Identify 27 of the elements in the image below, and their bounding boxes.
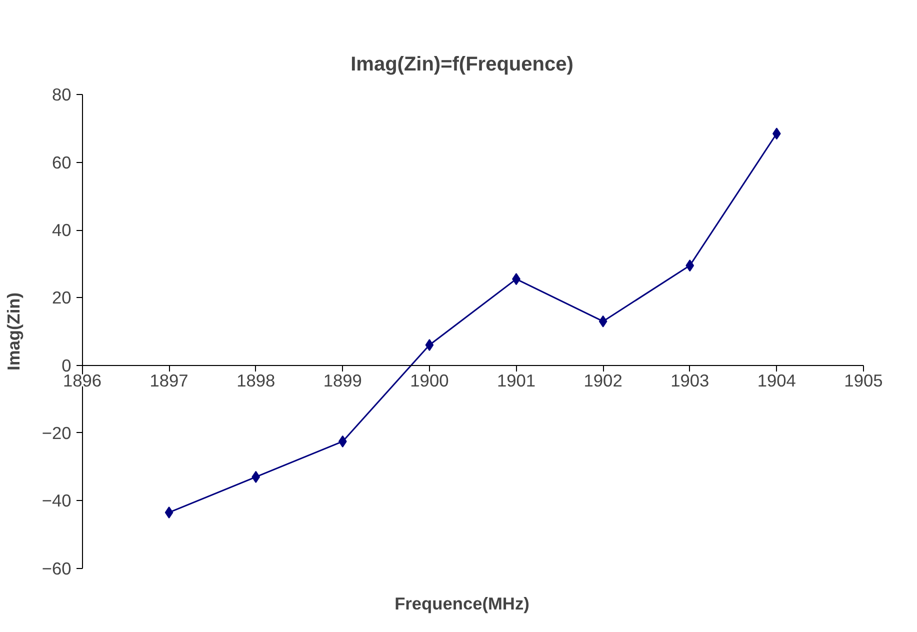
- x-tick-label: 1903: [670, 370, 710, 390]
- x-tick-label: 1904: [757, 370, 796, 390]
- y-tick-label: 0: [62, 355, 72, 376]
- point: [338, 435, 347, 448]
- point: [252, 470, 260, 483]
- x-tick-label: 1905: [844, 370, 883, 390]
- y-axis-title: Imag(Zin): [4, 292, 24, 370]
- x-tick-label: 1902: [584, 370, 622, 390]
- y-tick-label: −20: [42, 422, 72, 443]
- y-tick-label: −40: [42, 490, 72, 511]
- y-tick-label: −60: [42, 558, 72, 578]
- y-tick-label: 80: [52, 84, 72, 105]
- x-tick-label: 1897: [150, 370, 188, 390]
- y-tick-label: 60: [52, 152, 72, 172]
- point: [686, 260, 694, 272]
- x-tick-label: 1900: [410, 370, 449, 390]
- x-tick-label: 1901: [496, 370, 536, 390]
- point: [598, 315, 608, 328]
- y-tick-label: 40: [52, 220, 72, 240]
- point: [425, 339, 434, 352]
- x-tick-label: 1899: [323, 370, 362, 390]
- point: [772, 128, 781, 140]
- y-tick-label: 20: [52, 288, 72, 308]
- point: [164, 506, 174, 518]
- x-tick-label: 1898: [236, 370, 276, 390]
- x-axis-title: Frequence(MHz): [394, 594, 530, 614]
- chart-title: Imag(Zin)=f(Frequence): [350, 54, 574, 76]
